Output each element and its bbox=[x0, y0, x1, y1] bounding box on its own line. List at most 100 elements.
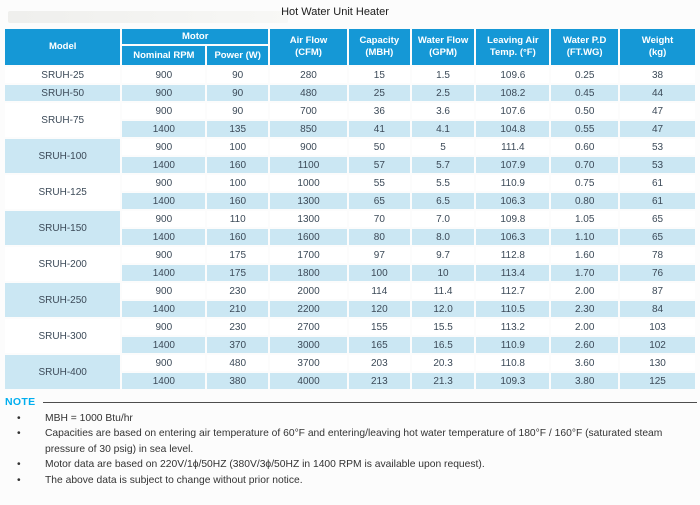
data-cell: 1.05 bbox=[551, 211, 619, 227]
data-cell: 15.5 bbox=[411, 319, 475, 335]
table-row: SRUH-100 900 100 900 50 5 111.4 0.60 53 bbox=[5, 139, 695, 173]
data-cell: 2.00 bbox=[551, 319, 619, 335]
note-item: MBH = 1000 Btu/hr bbox=[5, 411, 697, 427]
data-cell: 113.2 bbox=[476, 319, 550, 335]
table-row: SRUH-400 900 480 3700 203 20.3 110.8 3.60 130 bbox=[5, 355, 695, 389]
data-cell: 113.4 bbox=[476, 265, 550, 281]
data-cell: 1000 bbox=[270, 175, 347, 191]
data-cell: 380 bbox=[207, 373, 269, 389]
col-header-water-flow: Water Flow (GPM) bbox=[411, 29, 475, 65]
data-cell: 3.80 bbox=[551, 373, 619, 389]
note-item: Motor data are based on 220V/1ϕ/50HZ (38… bbox=[5, 457, 697, 473]
table-row: 1400 160 1300 65 6.5 106.3 0.80 61 bbox=[5, 193, 695, 209]
data-cell: 280 bbox=[270, 67, 347, 83]
table-row: SRUH-125 900 100 1000 55 5.5 110.9 0.75 61 bbox=[5, 175, 695, 209]
data-cell: 61 bbox=[620, 193, 695, 209]
data-cell: 1400 bbox=[122, 265, 206, 281]
data-cell: 130 bbox=[620, 355, 695, 371]
data-cell: 103 bbox=[620, 319, 695, 335]
data-cell: 900 bbox=[122, 103, 206, 119]
data-cell: 1.70 bbox=[551, 265, 619, 281]
data-cell: 3700 bbox=[270, 355, 347, 371]
data-cell: 2.30 bbox=[551, 301, 619, 317]
table-row: 1400 160 1600 80 8.0 106.3 1.10 65 bbox=[5, 229, 695, 245]
model-cell: SRUH-400 bbox=[5, 355, 121, 389]
data-cell: 100 bbox=[207, 175, 269, 191]
data-cell: 53 bbox=[620, 157, 695, 173]
data-cell: 1400 bbox=[122, 301, 206, 317]
table-row: 1400 370 3000 165 16.5 110.9 2.60 102 bbox=[5, 337, 695, 353]
data-cell: 65 bbox=[348, 193, 410, 209]
data-cell: 370 bbox=[207, 337, 269, 353]
data-cell: 21.3 bbox=[411, 373, 475, 389]
data-cell: 108.2 bbox=[476, 85, 550, 101]
data-cell: 1300 bbox=[270, 211, 347, 227]
data-cell: 90 bbox=[207, 103, 269, 119]
data-cell: 155 bbox=[348, 319, 410, 335]
table-row: SRUH-75 900 90 700 36 3.6 107.6 0.50 47 bbox=[5, 103, 695, 137]
table-row: 1400 380 4000 213 21.3 109.3 3.80 125 bbox=[5, 373, 695, 389]
data-cell: 11.4 bbox=[411, 283, 475, 299]
data-cell: 900 bbox=[122, 319, 206, 335]
data-cell: 165 bbox=[348, 337, 410, 353]
data-cell: 230 bbox=[207, 319, 269, 335]
data-cell: 4000 bbox=[270, 373, 347, 389]
model-cell: SRUH-25 bbox=[5, 67, 121, 83]
data-cell: 2.5 bbox=[411, 85, 475, 101]
model-cell: SRUH-125 bbox=[5, 175, 121, 209]
data-cell: 78 bbox=[620, 247, 695, 263]
data-cell: 1.60 bbox=[551, 247, 619, 263]
data-cell: 100 bbox=[348, 265, 410, 281]
data-cell: 0.60 bbox=[551, 139, 619, 155]
note-rule-line bbox=[43, 402, 697, 403]
data-cell: 112.7 bbox=[476, 283, 550, 299]
data-cell: 38 bbox=[620, 67, 695, 83]
data-cell: 47 bbox=[620, 103, 695, 119]
data-cell: 3000 bbox=[270, 337, 347, 353]
data-cell: 1.10 bbox=[551, 229, 619, 245]
data-cell: 160 bbox=[207, 193, 269, 209]
data-cell: 110.5 bbox=[476, 301, 550, 317]
data-cell: 900 bbox=[122, 175, 206, 191]
data-cell: 1700 bbox=[270, 247, 347, 263]
data-cell: 65 bbox=[620, 211, 695, 227]
data-cell: 160 bbox=[207, 157, 269, 173]
table-row: SRUH-300 900 230 2700 155 15.5 113.2 2.00 103 bbox=[5, 319, 695, 353]
data-cell: 41 bbox=[348, 121, 410, 137]
data-cell: 97 bbox=[348, 247, 410, 263]
data-cell: 900 bbox=[122, 283, 206, 299]
data-cell: 90 bbox=[207, 85, 269, 101]
data-cell: 900 bbox=[122, 211, 206, 227]
data-cell: 2200 bbox=[270, 301, 347, 317]
table-row: SRUH-50 900 90 480 25 2.5 108.2 0.45 44 bbox=[5, 85, 695, 101]
data-cell: 53 bbox=[620, 139, 695, 155]
col-header-air-flow: Air Flow (CFM) bbox=[270, 29, 347, 65]
data-cell: 44 bbox=[620, 85, 695, 101]
data-cell: 0.50 bbox=[551, 103, 619, 119]
data-cell: 175 bbox=[207, 265, 269, 281]
model-cell: SRUH-150 bbox=[5, 211, 121, 245]
data-cell: 110.9 bbox=[476, 175, 550, 191]
model-cell: SRUH-300 bbox=[5, 319, 121, 353]
data-cell: 210 bbox=[207, 301, 269, 317]
data-cell: 20.3 bbox=[411, 355, 475, 371]
data-cell: 160 bbox=[207, 229, 269, 245]
data-cell: 2.00 bbox=[551, 283, 619, 299]
data-cell: 3.60 bbox=[551, 355, 619, 371]
data-cell: 57 bbox=[348, 157, 410, 173]
data-cell: 16.5 bbox=[411, 337, 475, 353]
data-cell: 107.6 bbox=[476, 103, 550, 119]
data-cell: 1300 bbox=[270, 193, 347, 209]
data-cell: 230 bbox=[207, 283, 269, 299]
data-cell: 112.8 bbox=[476, 247, 550, 263]
col-header-motor: Motor bbox=[122, 29, 269, 44]
data-cell: 36 bbox=[348, 103, 410, 119]
data-cell: 9.7 bbox=[411, 247, 475, 263]
data-cell: 10 bbox=[411, 265, 475, 281]
table-row: 1400 175 1800 100 10 113.4 1.70 76 bbox=[5, 265, 695, 281]
data-cell: 111.4 bbox=[476, 139, 550, 155]
data-cell: 700 bbox=[270, 103, 347, 119]
model-cell: SRUH-50 bbox=[5, 85, 121, 101]
col-header-power: Power (W) bbox=[207, 46, 269, 65]
